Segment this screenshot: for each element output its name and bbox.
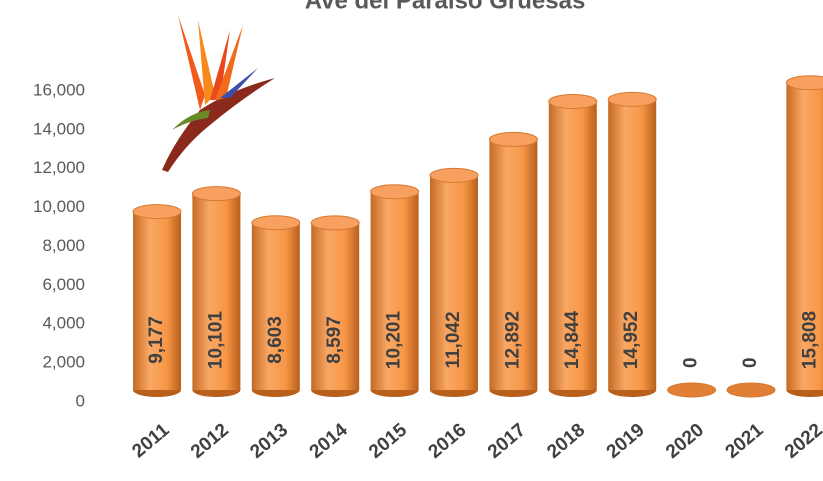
bar: [133, 211, 181, 390]
cylinder-top: [251, 215, 301, 231]
cylinder-top: [726, 382, 776, 398]
y-tick-label: 8,000: [42, 236, 85, 255]
bar: [430, 175, 478, 390]
x-tick-label: 2016: [425, 420, 471, 463]
x-tick-label: 2012: [187, 420, 233, 463]
cylinder-top: [429, 167, 479, 183]
bar: [548, 101, 597, 390]
bar: [608, 99, 657, 391]
x-tick-label: 2014: [306, 419, 352, 463]
cylinder-top: [310, 215, 360, 231]
bar: [311, 222, 360, 390]
y-tick-label: 6,000: [42, 275, 85, 294]
cylinder-top: [488, 131, 538, 147]
chart-title: Ave del Paraíso Gruesas: [305, 0, 586, 14]
cylinder-top: [667, 382, 717, 398]
value-label: 8,603: [265, 316, 286, 364]
x-tick-label: 2017: [484, 420, 530, 463]
bar: [786, 82, 823, 391]
cylinder-top: [785, 75, 823, 91]
value-label: 10,101: [205, 311, 226, 370]
value-label: 15,808: [799, 311, 820, 369]
value-label: 14,952: [621, 311, 642, 369]
x-tick-label: 2015: [365, 419, 411, 463]
cylinder-top: [548, 93, 598, 109]
value-label: 0: [681, 357, 702, 368]
cylinder-top: [607, 91, 657, 107]
value-label: 9,177: [146, 316, 167, 364]
y-tick-label: 10,000: [33, 197, 85, 216]
bar: [192, 193, 241, 390]
value-label: 8,597: [324, 316, 345, 364]
value-label: 12,892: [502, 311, 523, 369]
x-tick-label: 2020: [662, 420, 708, 463]
bar: [489, 139, 538, 390]
x-tick-label: 2013: [246, 420, 292, 463]
value-label: 0: [740, 357, 761, 368]
bar: [251, 222, 300, 390]
y-tick-label: 16,000: [33, 80, 85, 99]
bar: [370, 191, 419, 390]
cylinder-top: [191, 186, 241, 202]
y-tick-label: 4,000: [42, 314, 85, 333]
x-tick-label: 2021: [722, 419, 768, 463]
x-tick-label: 2018: [543, 420, 589, 463]
x-tick-label: 2022: [781, 420, 823, 463]
value-label: 14,844: [562, 311, 583, 370]
cylinder-top: [132, 204, 182, 220]
y-tick-label: 2,000: [42, 353, 85, 372]
value-label: 10,201: [384, 311, 405, 370]
y-tick-label: 0: [76, 391, 85, 410]
x-tick-label: 2019: [603, 420, 649, 463]
y-tick-label: 14,000: [33, 119, 85, 138]
value-label: 11,042: [443, 311, 464, 368]
y-tick-label: 12,000: [33, 158, 85, 177]
flower-decoration: [162, 15, 275, 172]
x-tick-label: 2011: [128, 419, 173, 462]
cylinder-top: [370, 184, 420, 200]
